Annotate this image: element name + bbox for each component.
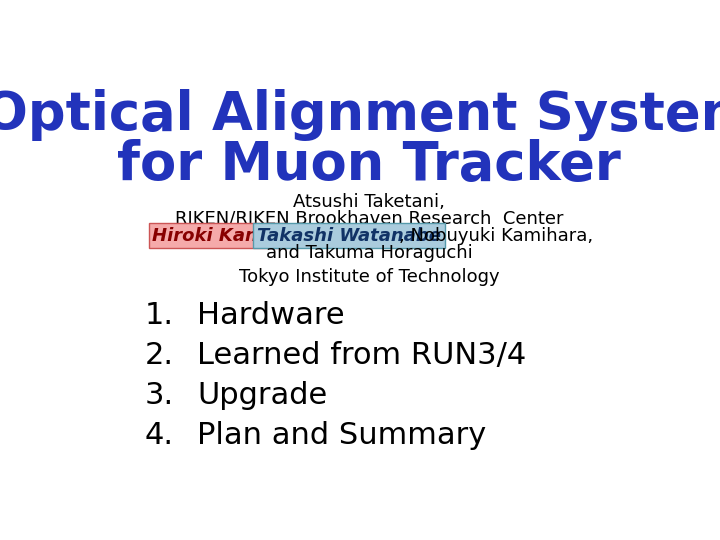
Text: for Muon Tracker: for Muon Tracker <box>117 139 621 191</box>
Text: Plan and Summary: Plan and Summary <box>197 421 486 450</box>
Text: Hiroki Kanou: Hiroki Kanou <box>153 227 284 245</box>
Text: and Takuma Horaguchi: and Takuma Horaguchi <box>266 245 472 262</box>
Text: 2.: 2. <box>145 341 174 369</box>
Text: Hardware: Hardware <box>197 301 345 329</box>
Text: 4.: 4. <box>145 421 174 450</box>
Text: Tokyo Institute of Technology: Tokyo Institute of Technology <box>239 267 499 286</box>
Text: RIKEN/RIKEN Brookhaven Research  Center: RIKEN/RIKEN Brookhaven Research Center <box>175 210 563 228</box>
Text: ,: , <box>268 227 279 245</box>
Text: Learned from RUN3/4: Learned from RUN3/4 <box>197 341 526 369</box>
Text: 3.: 3. <box>145 381 174 410</box>
Text: Atsushi Taketani,: Atsushi Taketani, <box>293 193 445 211</box>
Text: 1.: 1. <box>145 301 174 329</box>
Text: Upgrade: Upgrade <box>197 381 327 410</box>
Text: Optical Alignment System: Optical Alignment System <box>0 89 720 141</box>
Text: Takashi Watanabe: Takashi Watanabe <box>257 227 441 245</box>
Text: , Nobuyuki Kamihara,: , Nobuyuki Kamihara, <box>398 227 593 245</box>
